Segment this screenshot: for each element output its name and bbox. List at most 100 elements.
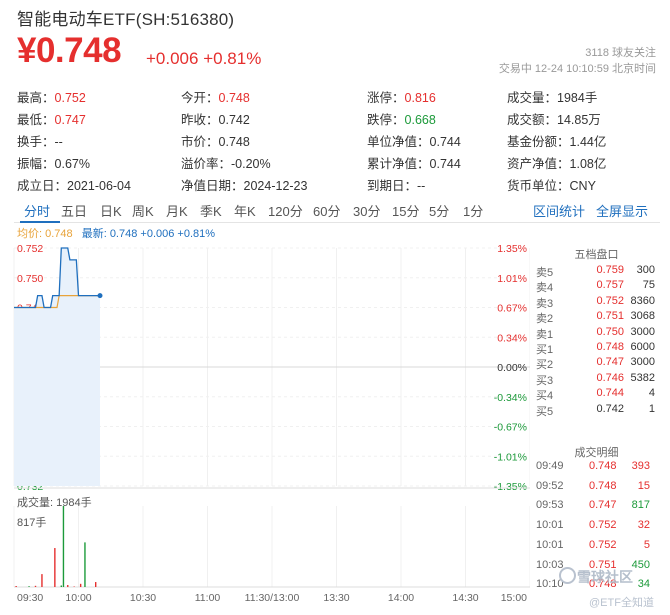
tab-6[interactable]: 年K	[234, 204, 256, 219]
tab-5[interactable]: 季K	[200, 204, 222, 219]
orderbook-volume: 5382	[630, 371, 655, 384]
trade-row: 10:03 0.751 450	[533, 557, 660, 577]
orderbook-row: 卖2 0.751 3068	[533, 309, 660, 325]
tab-12[interactable]: 1分	[463, 204, 484, 219]
orderbook-title: 五档盘口	[574, 249, 619, 261]
orderbook-price: 0.757	[596, 279, 624, 292]
quote-cell: 昨收：0.742	[181, 109, 250, 128]
quote-cell: 涨停：0.816	[367, 87, 436, 106]
orderbook-price: 0.750	[596, 325, 624, 338]
range-stats-button[interactable]: 区间统计	[533, 204, 586, 219]
trade-volume: 5	[643, 538, 650, 551]
watermark-logo-icon	[559, 567, 576, 584]
orderbook-volume: 1	[648, 402, 655, 415]
orderbook-volume: 3000	[630, 325, 655, 338]
quote-label: 成交量：	[507, 91, 558, 105]
trade-row: 09:49 0.748 393	[533, 458, 660, 478]
orderbook-side: 买3	[536, 374, 554, 387]
orderbook-price: 0.747	[596, 356, 624, 369]
x-tick-label: 09:30	[17, 592, 43, 604]
tab-8[interactable]: 60分	[313, 204, 341, 219]
orderbook-side: 买4	[536, 390, 554, 403]
trade-volume: 817	[631, 499, 650, 512]
trade-row: 09:53 0.747 817	[533, 497, 660, 517]
tab-10[interactable]: 15分	[392, 204, 420, 219]
tab-7[interactable]: 120分	[268, 204, 303, 219]
quote-cell: 净值日期：2024-12-23	[181, 175, 307, 194]
tab-0[interactable]: 分时	[24, 204, 51, 219]
quote-value: 0.752	[54, 91, 86, 105]
quote-cell: 最低：0.747	[17, 109, 86, 128]
trade-row: 09:52 0.748 15	[533, 478, 660, 498]
quote-label: 货币单位：	[507, 179, 570, 193]
quote-value: 0.816	[404, 91, 436, 105]
orderbook-price: 0.759	[596, 264, 624, 276]
tab-2[interactable]: 日K	[100, 204, 122, 219]
orderbook-price: 0.744	[596, 387, 624, 400]
last-price-dot	[97, 293, 103, 299]
trade-row: 10:01 0.752 32	[533, 517, 660, 537]
quote-value: --	[417, 179, 426, 193]
pct-tick-label: 0.67%	[497, 303, 527, 315]
tab-1[interactable]: 五日	[61, 204, 88, 219]
trade-price: 0.748	[589, 479, 617, 492]
orderbook-side: 卖5	[536, 267, 554, 279]
quote-row: 换手：-- 市价：0.748 单位净值：0.744 基金份额：1.44亿	[17, 128, 657, 150]
x-tick-label: 15:00	[501, 592, 527, 604]
quote-grid: 最高：0.752 今开：0.748 涨停：0.816 成交量：1984手 最低：0.7…	[17, 84, 657, 194]
quote-value: 0.742	[218, 113, 250, 127]
quote-label: 资产净值：	[507, 157, 570, 171]
period-tabs: 分时 五日 日K 周K 月K 季K 年K 120分 60分 30分 15分 5分 1分 区间统计 全屏显示	[14, 197, 660, 223]
fullscreen-button[interactable]: 全屏显示	[596, 204, 649, 219]
orderbook-side: 卖3	[536, 297, 554, 310]
trade-row: 10:01 0.752 5	[533, 537, 660, 557]
quote-value: 0.744	[429, 157, 461, 171]
quote-cell: 累计净值：0.744	[367, 153, 461, 172]
orderbook-volume: 300	[636, 264, 655, 276]
tab-4[interactable]: 月K	[166, 204, 188, 219]
orderbook-row: 买5 0.742 1	[533, 402, 660, 418]
quote-label: 涨停：	[367, 91, 405, 105]
quote-value: -0.20%	[231, 157, 271, 171]
orderbook-row: 卖4 0.757 75	[533, 278, 660, 295]
pct-tick-label: -0.34%	[494, 392, 527, 404]
orderbook-side: 买5	[536, 405, 554, 418]
quote-cell: 溢价率：-0.20%	[181, 153, 271, 172]
trade-volume: 34	[637, 578, 650, 591]
trade-time: 09:53	[536, 499, 564, 512]
pct-tick-label: 0.34%	[497, 332, 527, 344]
trade-time: 10:01	[536, 519, 564, 532]
orderbook-volume: 3068	[630, 310, 655, 323]
x-tick-label: 14:00	[388, 592, 414, 604]
quote-row: 成立日：2021-06-04 净值日期：2024-12-23 到期日：-- 货币单位：…	[17, 172, 657, 194]
quote-cell: 单位净值：0.744	[367, 131, 461, 150]
quote-value: 0.67%	[54, 157, 90, 171]
legend-last: 最新: 0.748 +0.006 +0.81%	[81, 228, 216, 240]
pct-tick-label: 0.00%	[497, 362, 527, 374]
quote-value: 0.668	[404, 113, 436, 127]
x-tick-label: 11:00	[195, 592, 221, 604]
quote-row: 振幅：0.67% 溢价率：-0.20% 累计净值：0.744 资产净值：1.08亿	[17, 150, 657, 172]
trade-price: 0.752	[589, 538, 617, 551]
trade-row: 10:10 0.748 34	[533, 576, 660, 596]
orderbook-side: 卖4	[536, 282, 554, 295]
legend-avg: 均价: 0.748	[17, 228, 73, 240]
quote-value: 1.08亿	[569, 157, 607, 171]
quote-value: 0.747	[54, 113, 86, 127]
tab-3[interactable]: 周K	[132, 204, 154, 219]
quote-value: 0.748	[218, 91, 250, 105]
current-price: ¥0.748	[17, 31, 122, 70]
quote-cell: 成交量：1984手	[507, 87, 597, 106]
orderbook-price: 0.751	[596, 310, 624, 323]
quote-value: 1984手	[557, 91, 598, 105]
orderbook-price: 0.748	[596, 341, 624, 353]
trade-time: 09:49	[536, 460, 564, 472]
quote-label: 成立日：	[17, 179, 68, 193]
quote-row: 最高：0.752 今开：0.748 涨停：0.816 成交量：1984手	[17, 84, 657, 106]
tab-11[interactable]: 5分	[429, 204, 450, 219]
followers-count: 3118 球友关注	[585, 47, 656, 59]
tab-9[interactable]: 30分	[353, 204, 381, 219]
quote-value: 14.85万	[557, 113, 601, 127]
intraday-chart[interactable]: 0.7521.35%0.7501.01%0.7470.67%0.7440.34%…	[0, 240, 530, 610]
orderbook-row: 买3 0.746 5382	[533, 371, 660, 387]
